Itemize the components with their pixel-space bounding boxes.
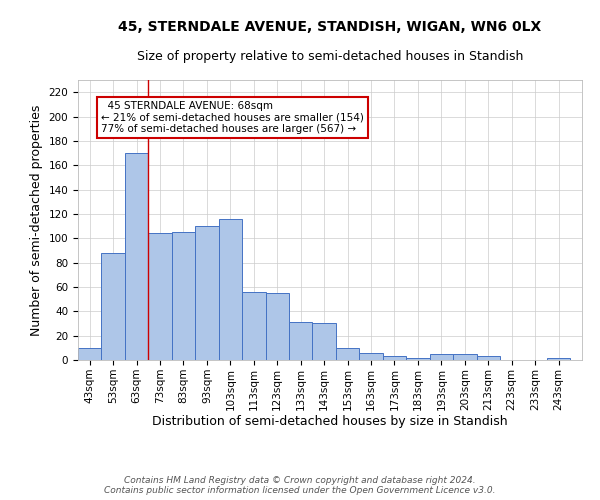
Bar (78, 348, 101, 360)
Bar (195, 226, 218, 360)
Bar (359, 352, 383, 360)
Bar (430, 354, 453, 360)
Bar (218, 219, 242, 360)
Text: Contains HM Land Registry data © Crown copyright and database right 2024.
Contai: Contains HM Land Registry data © Crown c… (104, 476, 496, 495)
Bar (313, 324, 336, 360)
Bar (453, 354, 476, 360)
Bar (266, 293, 289, 360)
Y-axis label: Number of semi-detached properties: Number of semi-detached properties (30, 104, 43, 336)
Text: Size of property relative to semi-detached houses in Standish: Size of property relative to semi-detach… (137, 50, 523, 63)
Text: 45, STERNDALE AVENUE, STANDISH, WIGAN, WN6 0LX: 45, STERNDALE AVENUE, STANDISH, WIGAN, W… (118, 20, 542, 34)
Bar (476, 356, 500, 360)
Bar (101, 253, 125, 360)
Bar (242, 292, 266, 360)
X-axis label: Distribution of semi-detached houses by size in Standish: Distribution of semi-detached houses by … (152, 416, 508, 428)
Bar (383, 356, 406, 360)
Bar (336, 348, 359, 360)
Bar (547, 358, 570, 360)
Bar (148, 234, 172, 360)
Bar (125, 153, 148, 360)
Text: 45 STERNDALE AVENUE: 68sqm
← 21% of semi-detached houses are smaller (154)
77% o: 45 STERNDALE AVENUE: 68sqm ← 21% of semi… (101, 100, 364, 134)
Bar (406, 358, 430, 360)
Bar (172, 232, 195, 360)
Bar (289, 322, 313, 360)
